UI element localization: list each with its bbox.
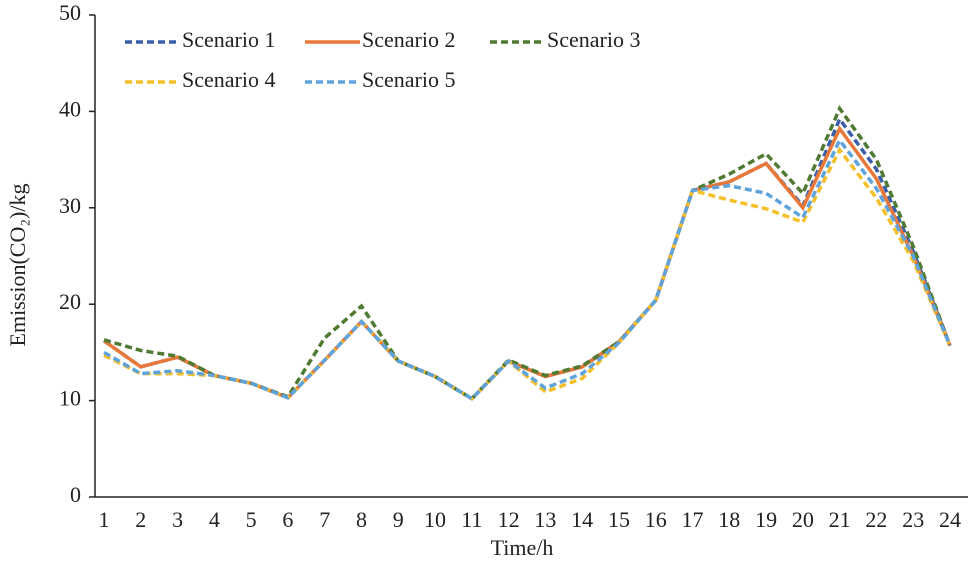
x-tick-label: 9 xyxy=(393,507,404,532)
y-tick-label: 20 xyxy=(59,289,81,314)
x-tick-label: 7 xyxy=(319,507,330,532)
legend-label: Scenario 4 xyxy=(182,67,275,92)
legend-label: Scenario 1 xyxy=(182,27,275,52)
x-tick-label: 4 xyxy=(209,507,220,532)
legend-label: Scenario 2 xyxy=(362,27,455,52)
y-tick-label: 50 xyxy=(59,0,81,25)
x-tick-label: 1 xyxy=(99,507,110,532)
x-tick-label: 20 xyxy=(792,507,814,532)
x-tick-label: 11 xyxy=(461,507,482,532)
y-tick-label: 30 xyxy=(59,193,81,218)
series-line xyxy=(102,125,952,401)
series-line xyxy=(103,136,952,401)
x-tick-label: 16 xyxy=(645,507,667,532)
x-tick-label: 13 xyxy=(534,507,556,532)
x-tick-label: 5 xyxy=(246,507,257,532)
x-axis-title: Time/h xyxy=(491,535,554,560)
series-line xyxy=(103,146,952,401)
x-tick-label: 15 xyxy=(608,507,630,532)
x-tick-label: 21 xyxy=(829,507,851,532)
x-tick-label: 6 xyxy=(282,507,293,532)
x-tick-label: 8 xyxy=(356,507,367,532)
x-tick-label: 10 xyxy=(424,507,446,532)
legend-label: Scenario 3 xyxy=(547,27,640,52)
x-tick-label: 19 xyxy=(755,507,777,532)
legend-label: Scenario 5 xyxy=(362,67,455,92)
x-tick-label: 14 xyxy=(571,507,593,532)
y-tick-label: 10 xyxy=(59,386,81,411)
y-tick-label: 0 xyxy=(70,482,81,507)
x-tick-label: 24 xyxy=(939,507,961,532)
series-line xyxy=(103,104,952,401)
x-tick-label: 22 xyxy=(865,507,887,532)
y-tick-label: 40 xyxy=(59,96,81,121)
x-tick-label: 2 xyxy=(135,507,146,532)
x-tick-label: 12 xyxy=(498,507,520,532)
x-tick-label: 3 xyxy=(172,507,183,532)
x-tick-label: 18 xyxy=(718,507,740,532)
x-tick-label: 23 xyxy=(902,507,924,532)
y-axis-title: Emission(CO₂)/kg xyxy=(5,184,30,347)
x-tick-label: 17 xyxy=(682,507,704,532)
